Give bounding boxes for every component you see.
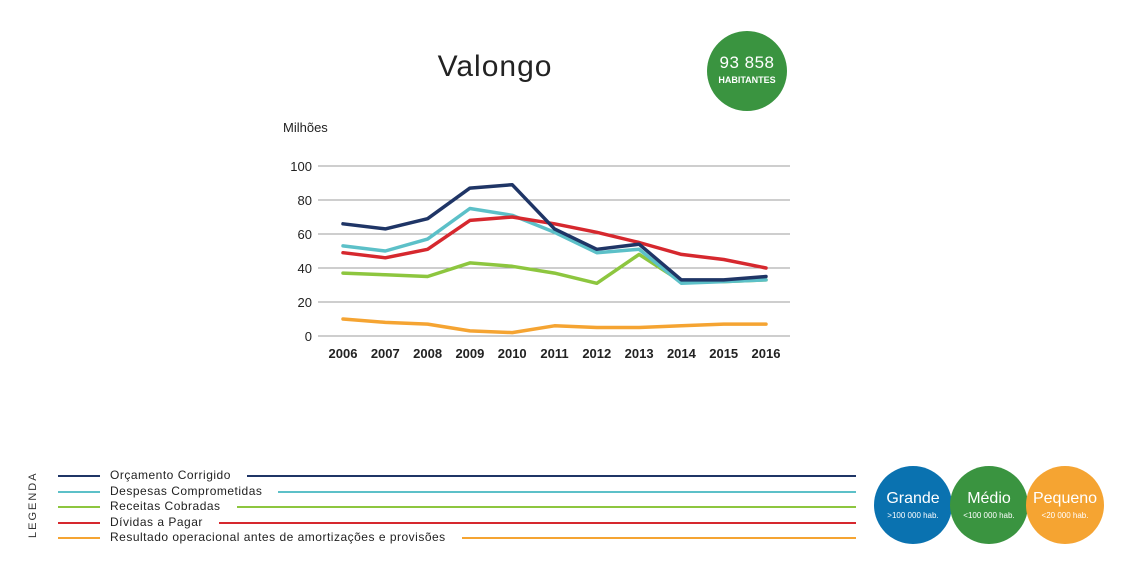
size-category-range: <100 000 hab. xyxy=(963,511,1015,520)
size-category-name: Médio xyxy=(967,490,1011,507)
y-tick-label: 80 xyxy=(298,193,312,208)
x-tick-label: 2007 xyxy=(371,346,400,361)
size-category-médio: Médio <100 000 hab. xyxy=(950,466,1028,544)
legend-item: Resultado operacional antes de amortizaç… xyxy=(58,530,856,544)
legend-swatch xyxy=(58,537,100,539)
legend-swatch xyxy=(58,522,100,524)
size-category-grande: Grande >100 000 hab. xyxy=(874,466,952,544)
legend-label: Receitas Cobradas xyxy=(110,499,231,513)
population-number: 93 858 xyxy=(719,53,775,72)
x-tick-label: 2010 xyxy=(498,346,527,361)
x-tick-label: 2009 xyxy=(455,346,484,361)
x-tick-label: 2012 xyxy=(582,346,611,361)
legend-rule xyxy=(246,475,856,477)
legend-swatch xyxy=(58,491,100,493)
x-tick-label: 2011 xyxy=(540,346,568,361)
legend-item: Dívidas a Pagar xyxy=(58,515,856,529)
population-badge: 93 858 HABITANTES xyxy=(707,31,787,111)
legend-rule xyxy=(218,522,856,524)
y-tick-label: 20 xyxy=(298,295,312,310)
line-chart: Milhões 0 20 40 60 80 100 2006 2007 2008 2009 201… xyxy=(283,120,790,361)
x-tick-label: 2013 xyxy=(625,346,654,361)
y-tick-label: 40 xyxy=(298,261,312,276)
series-line-4 xyxy=(341,317,768,335)
series-line-0 xyxy=(341,182,768,282)
legend-item: Despesas Comprometidas xyxy=(58,484,856,498)
grid-lines xyxy=(318,165,790,337)
legend-label: Orçamento Corrigido xyxy=(110,468,241,482)
legend-rule xyxy=(278,491,856,493)
x-tick-label: 2008 xyxy=(413,346,442,361)
legend-heading: LEGENDA xyxy=(27,471,39,538)
population-label: HABITANTES xyxy=(718,75,776,85)
legend-swatch xyxy=(58,506,100,508)
legend-swatch xyxy=(58,475,100,477)
x-tick-label: 2014 xyxy=(667,346,697,361)
legend-label: Resultado operacional antes de amortizaç… xyxy=(110,530,456,544)
series-lines xyxy=(341,182,768,335)
y-axis-label: Milhões xyxy=(283,120,328,135)
legend-label: Dívidas a Pagar xyxy=(110,515,213,529)
x-tick-labels: 2006 2007 2008 2009 2010 2011 2012 2013 2014 2015… xyxy=(329,346,781,361)
size-category-pequeno: Pequeno <20 000 hab. xyxy=(1026,466,1104,544)
series-line-3 xyxy=(341,215,768,270)
legend-label: Despesas Comprometidas xyxy=(110,484,273,498)
legend-item: Orçamento Corrigido xyxy=(58,468,856,482)
size-category-name: Grande xyxy=(886,490,940,507)
legend-item: Receitas Cobradas xyxy=(58,499,856,513)
x-tick-label: 2006 xyxy=(329,346,358,361)
page-title: Valongo xyxy=(437,50,553,83)
y-tick-label: 100 xyxy=(290,159,312,174)
y-tick-label: 60 xyxy=(298,227,312,242)
size-category-name: Pequeno xyxy=(1032,490,1098,507)
legend-rule xyxy=(236,506,856,508)
series-line-1 xyxy=(341,206,768,286)
legend-rule xyxy=(461,537,856,539)
y-tick-labels: 0 20 40 60 80 100 xyxy=(290,159,312,344)
x-tick-label: 2015 xyxy=(709,346,738,361)
x-tick-label: 2016 xyxy=(752,346,781,361)
size-category-range: <20 000 hab. xyxy=(1041,511,1089,520)
size-category-range: >100 000 hab. xyxy=(887,511,939,520)
y-tick-label: 0 xyxy=(305,329,312,344)
